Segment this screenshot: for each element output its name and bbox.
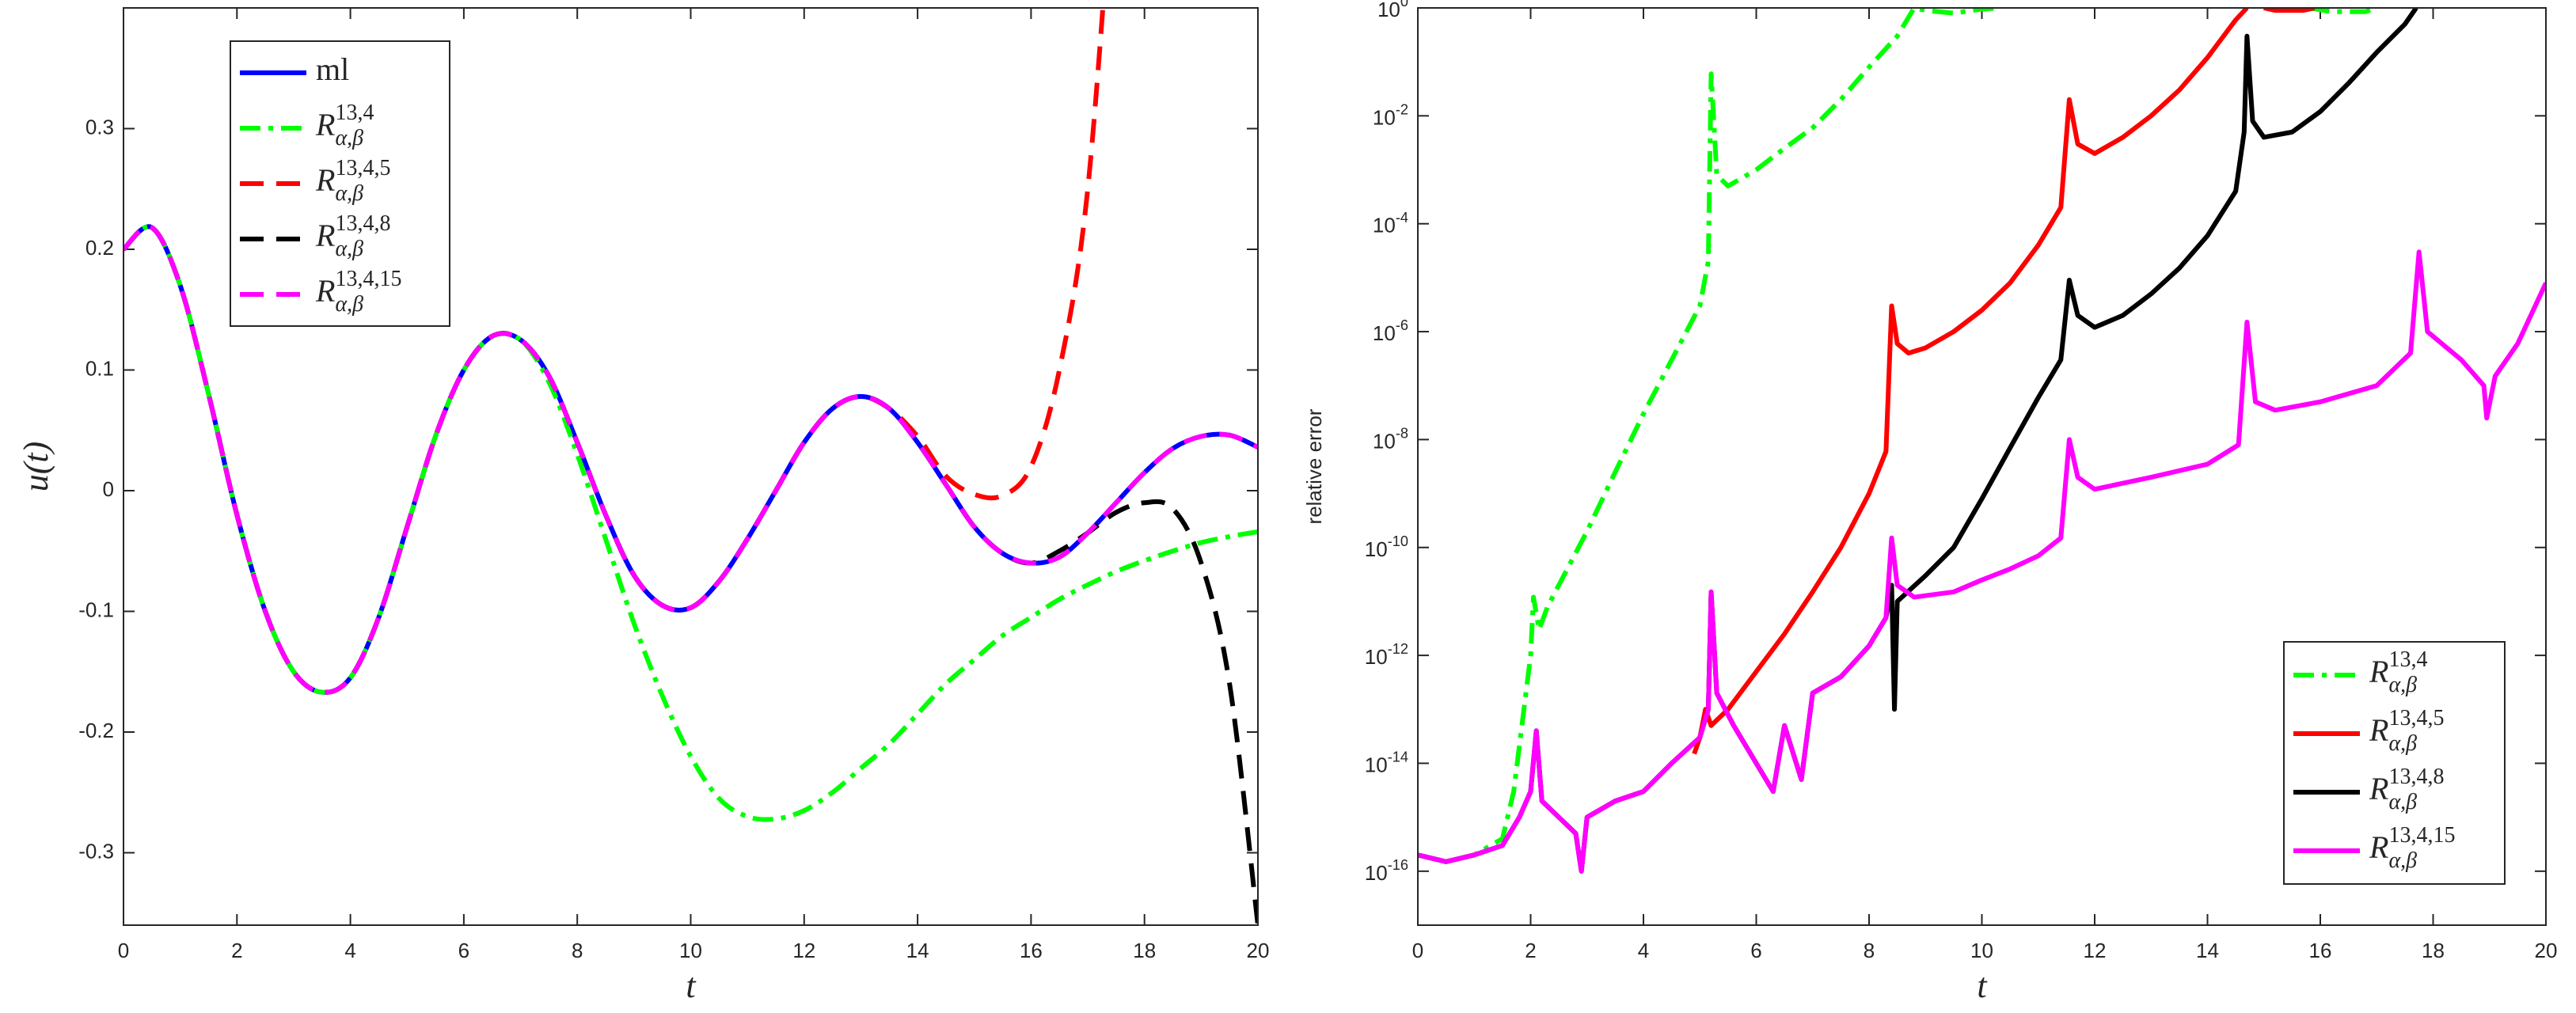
- y-tick-label: 10-8: [1373, 425, 1408, 453]
- x-tick-label: 18: [2422, 939, 2445, 962]
- y-tick-label: -0.3: [78, 839, 114, 863]
- y-tick-label: 0.3: [85, 115, 114, 138]
- x-tick-label: 4: [344, 939, 355, 962]
- series-layer: [123, 8, 1258, 925]
- y-tick-label: 10-12: [1365, 641, 1408, 669]
- y-axis-label: u(t): [17, 442, 55, 492]
- x-tick-label: 10: [679, 939, 702, 962]
- y-tick-label: -0.2: [78, 719, 114, 742]
- y-axis-label: relative error: [1302, 408, 1326, 524]
- x-tick-label: 16: [2309, 939, 2332, 962]
- y-tick-label: 10-2: [1373, 101, 1408, 129]
- legend-label: R13,4 α,β: [315, 101, 374, 151]
- y-tick-label: 0: [103, 477, 114, 501]
- series-line: [123, 224, 1258, 695]
- x-tick-label: 0: [1412, 939, 1423, 962]
- legend-label: R13,4,15 α,β: [315, 267, 401, 317]
- y-tick-label: 10-16: [1365, 857, 1408, 885]
- legend-label: R13,4,5 α,β: [315, 157, 390, 207]
- legend-label: R13,4,8 α,β: [315, 212, 390, 262]
- legend-label: R13,4 α,β: [2369, 648, 2427, 698]
- y-tick-label: 0.1: [85, 356, 114, 380]
- x-tick-label: 20: [2535, 939, 2558, 962]
- legend-label: R13,4,8 α,β: [2369, 765, 2444, 815]
- x-tick-label: 6: [458, 939, 469, 962]
- series-line: [1418, 249, 2546, 874]
- y-tick-label: 10-14: [1365, 749, 1408, 776]
- series-line: [123, 224, 1258, 822]
- legend-box: [2283, 641, 2506, 885]
- legend-box: [230, 40, 450, 327]
- series-line: [1692, 8, 2316, 755]
- x-tick-label: 2: [231, 939, 242, 962]
- legend-label: ml: [316, 51, 349, 87]
- x-axis-label: t: [1977, 966, 1988, 1005]
- axes-box: [1417, 7, 2547, 926]
- x-axis-label: t: [686, 966, 697, 1005]
- x-tick-label: 18: [1133, 939, 1156, 962]
- x-tick-label: 16: [1020, 939, 1043, 962]
- x-tick-label: 6: [1750, 939, 1761, 962]
- y-tick-label: -0.1: [78, 598, 114, 621]
- y-tick-label: 10-4: [1373, 210, 1408, 237]
- series-layer: [1418, 8, 2546, 874]
- x-tick-label: 4: [1638, 939, 1649, 962]
- x-tick-label: 12: [792, 939, 815, 962]
- legend-label: R13,4,5 α,β: [2369, 707, 2444, 757]
- x-tick-label: 8: [1864, 939, 1875, 962]
- x-tick-label: 14: [906, 939, 929, 962]
- legend-label: R13,4,15 α,β: [2369, 824, 2455, 874]
- y-tick-label: 100: [1377, 0, 1408, 21]
- y-tick-label: 0.2: [85, 236, 114, 260]
- series-line: [1418, 8, 2378, 864]
- x-tick-label: 8: [572, 939, 583, 962]
- x-tick-label: 0: [118, 939, 129, 962]
- x-tick-label: 12: [2084, 939, 2107, 962]
- x-tick-label: 14: [2196, 939, 2219, 962]
- y-tick-label: 10-6: [1373, 317, 1408, 345]
- x-tick-label: 2: [1525, 939, 1536, 962]
- y-tick-label: 10-10: [1365, 533, 1408, 561]
- axes-box: [123, 7, 1259, 926]
- x-tick-label: 10: [1970, 939, 1993, 962]
- x-tick-label: 20: [1247, 939, 1270, 962]
